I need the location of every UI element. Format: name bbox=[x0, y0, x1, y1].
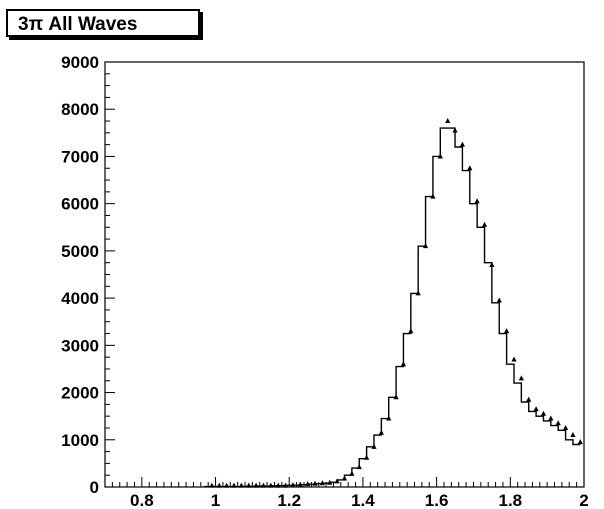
data-point bbox=[474, 198, 480, 204]
data-point bbox=[216, 482, 222, 488]
data-point bbox=[452, 127, 458, 133]
y-tick-label: 6000 bbox=[61, 195, 99, 214]
data-point bbox=[275, 482, 281, 488]
data-point bbox=[437, 153, 443, 159]
data-point bbox=[393, 394, 399, 400]
y-tick-label: 9000 bbox=[61, 53, 99, 72]
data-point bbox=[518, 375, 524, 381]
data-point bbox=[349, 470, 355, 476]
data-point bbox=[386, 415, 392, 421]
data-point bbox=[489, 262, 495, 268]
x-tick-label: 1.6 bbox=[425, 491, 449, 509]
data-point bbox=[562, 424, 569, 430]
data-point bbox=[268, 482, 274, 488]
data-point bbox=[570, 432, 576, 438]
data-point bbox=[282, 482, 289, 488]
data-point bbox=[415, 290, 421, 296]
data-point bbox=[364, 454, 370, 460]
axes: 0.8 1 1.2 1.4 1.6 1.8 2 0 1000 2000 3000 4000 5000 60… bbox=[61, 53, 589, 509]
data-point bbox=[209, 482, 215, 488]
data-point bbox=[467, 165, 473, 171]
data-point bbox=[356, 464, 362, 470]
data-point bbox=[253, 482, 259, 488]
y-tick-label: 0 bbox=[90, 478, 99, 497]
data-point bbox=[408, 328, 414, 334]
data-point bbox=[341, 475, 348, 481]
chart-title: 3π All Waves bbox=[6, 9, 200, 37]
data-point bbox=[540, 410, 547, 416]
data-point bbox=[238, 482, 244, 488]
x-tick-label: 1 bbox=[211, 491, 220, 509]
data-point bbox=[430, 193, 436, 199]
data-point bbox=[312, 480, 318, 486]
data-point bbox=[327, 479, 333, 485]
data-point bbox=[533, 406, 539, 412]
x-tick-label: 1.2 bbox=[277, 491, 301, 509]
data-point bbox=[378, 429, 384, 435]
data-point bbox=[246, 482, 252, 488]
x-tick-label: 1.8 bbox=[498, 491, 522, 509]
data-point bbox=[400, 361, 407, 367]
data-point bbox=[511, 356, 517, 362]
x-tick-label: 2 bbox=[579, 491, 588, 509]
data-point bbox=[481, 221, 488, 227]
data-point bbox=[555, 420, 561, 426]
data-point bbox=[260, 482, 267, 488]
data-point bbox=[496, 297, 502, 303]
data-point bbox=[526, 396, 532, 402]
y-tick-label: 5000 bbox=[61, 242, 99, 261]
data-point bbox=[231, 482, 237, 488]
data-point bbox=[223, 482, 230, 488]
y-tick-label: 1000 bbox=[61, 431, 99, 450]
plot-frame bbox=[104, 61, 585, 488]
data-point bbox=[422, 243, 429, 249]
data-point bbox=[290, 482, 296, 488]
data-points-series bbox=[209, 118, 583, 488]
data-point bbox=[319, 480, 325, 486]
data-point bbox=[445, 118, 451, 124]
y-tick-label: 2000 bbox=[61, 384, 99, 403]
x-tick-label: 0.8 bbox=[130, 491, 154, 509]
plot-area bbox=[104, 61, 585, 488]
y-tick-label: 4000 bbox=[61, 289, 99, 308]
y-tick-label: 7000 bbox=[61, 147, 99, 166]
data-point bbox=[504, 328, 510, 334]
data-point bbox=[548, 415, 554, 421]
data-point bbox=[371, 443, 377, 449]
y-tick-label: 8000 bbox=[61, 100, 99, 119]
y-tick-label: 3000 bbox=[61, 336, 99, 355]
data-point bbox=[305, 481, 311, 487]
data-point bbox=[459, 141, 466, 147]
data-point bbox=[334, 478, 340, 484]
x-tick-label: 1.4 bbox=[351, 491, 375, 509]
data-point bbox=[297, 481, 303, 487]
data-point bbox=[577, 439, 583, 445]
